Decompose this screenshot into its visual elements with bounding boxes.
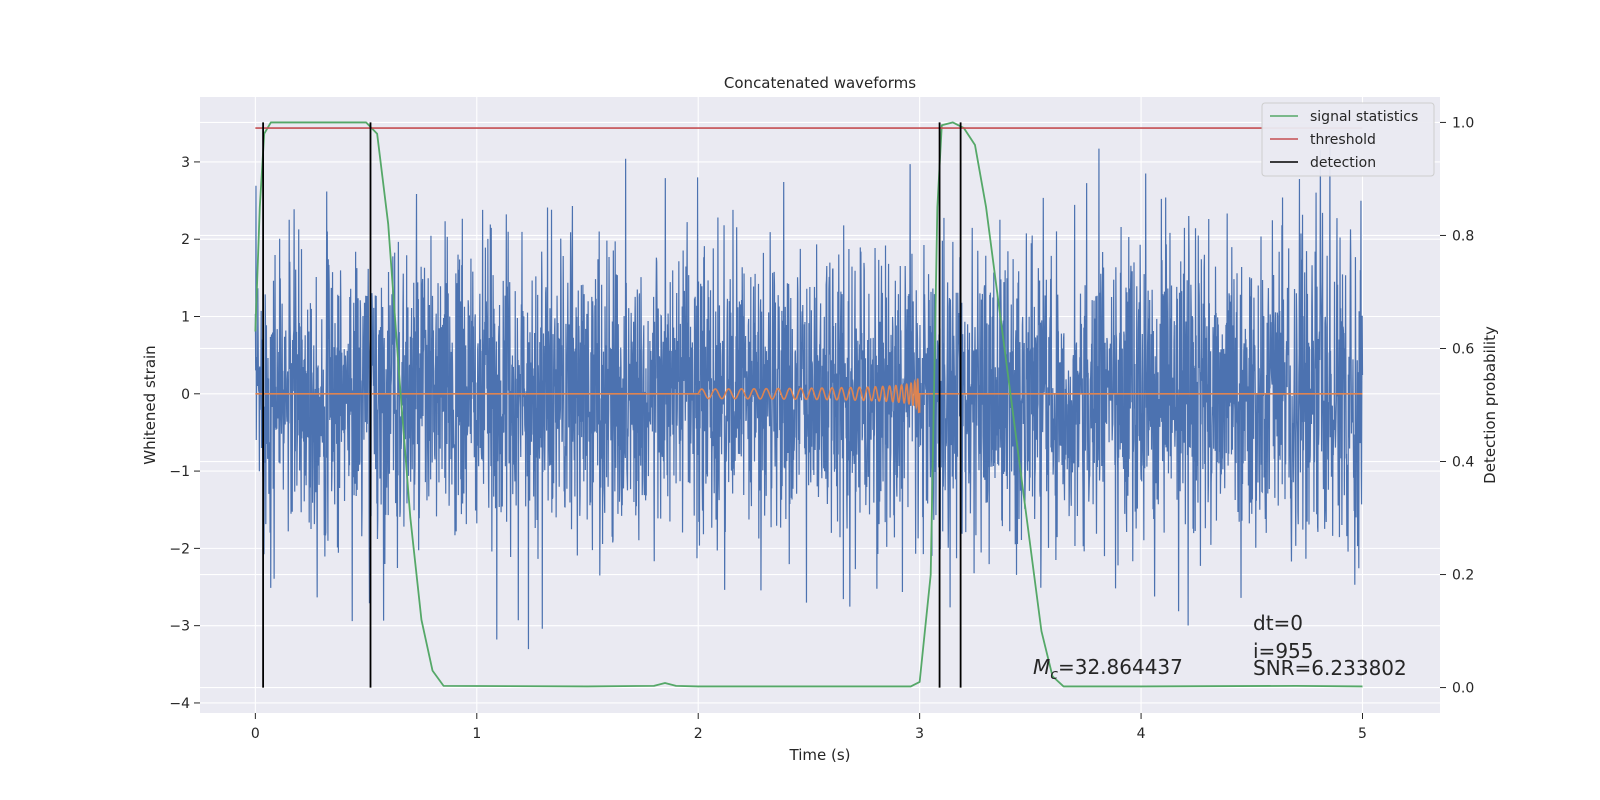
legend-label-threshold: threshold xyxy=(1310,132,1376,148)
x-axis-label: Time (s) xyxy=(789,746,851,764)
annotation-mc-value: =32.864437 xyxy=(1058,655,1183,679)
tick-labels: 0 1 2 3 4 5 −4 −3 −2 −1 0 1 2 3 0.0 0.2 0.4 0.6 0.8 1.0 xyxy=(169,115,1474,742)
strain-series xyxy=(254,133,1364,650)
x-tick-label: 5 xyxy=(1358,726,1367,742)
x-tick-label: 2 xyxy=(694,726,703,742)
strain-line xyxy=(254,133,1364,650)
y2-tick-label: 0.6 xyxy=(1452,341,1474,357)
y-tick-label: −2 xyxy=(169,541,190,557)
y2-tick-label: 0.8 xyxy=(1452,228,1474,244)
x-tick-label: 1 xyxy=(472,726,481,742)
y-tick-label: 1 xyxy=(181,310,190,326)
annotation-dt: dt=0 xyxy=(1253,611,1303,635)
signal-statistics-series xyxy=(254,121,1363,688)
y2-tick-label: 0.2 xyxy=(1452,568,1474,584)
y-tick-label: −4 xyxy=(169,696,190,712)
legend: signal statistics threshold detection xyxy=(1261,102,1435,177)
y2-tick-label: 1.0 xyxy=(1452,115,1474,131)
annotation-mc: Mc=32.864437 xyxy=(1033,655,1183,683)
annotation-mc-subscript: c xyxy=(1050,667,1058,683)
legend-box xyxy=(1261,102,1435,177)
annotation-mc-symbol: M xyxy=(1033,655,1050,679)
chart-title: Concatenated waveforms xyxy=(724,74,916,92)
x-tick-label: 0 xyxy=(251,726,260,742)
y2-axis-label: Detection probability xyxy=(1481,326,1499,484)
x-tick-label: 3 xyxy=(915,726,924,742)
template-series xyxy=(255,378,1363,414)
y-tick-label: 3 xyxy=(181,155,190,171)
y2-tick-label: 0.0 xyxy=(1452,681,1474,697)
detection-series xyxy=(262,122,962,688)
y-axis-label: Whitened strain xyxy=(141,345,159,464)
legend-label-signal-statistics: signal statistics xyxy=(1310,109,1418,125)
annotation-i: i=955 xyxy=(1253,639,1314,663)
x-tick-label: 4 xyxy=(1137,726,1146,742)
y2-tick-label: 0.4 xyxy=(1452,455,1474,471)
y-tick-label: 2 xyxy=(181,232,190,248)
legend-label-detection: detection xyxy=(1310,155,1376,171)
annotation-snr: SNR=6.233802 xyxy=(1253,656,1407,680)
y-tick-label: −1 xyxy=(169,464,190,480)
template-line xyxy=(255,378,1363,414)
signal-statistics-line xyxy=(254,121,1363,688)
y-tick-label: 0 xyxy=(181,387,190,403)
y-tick-label: −3 xyxy=(169,619,190,635)
